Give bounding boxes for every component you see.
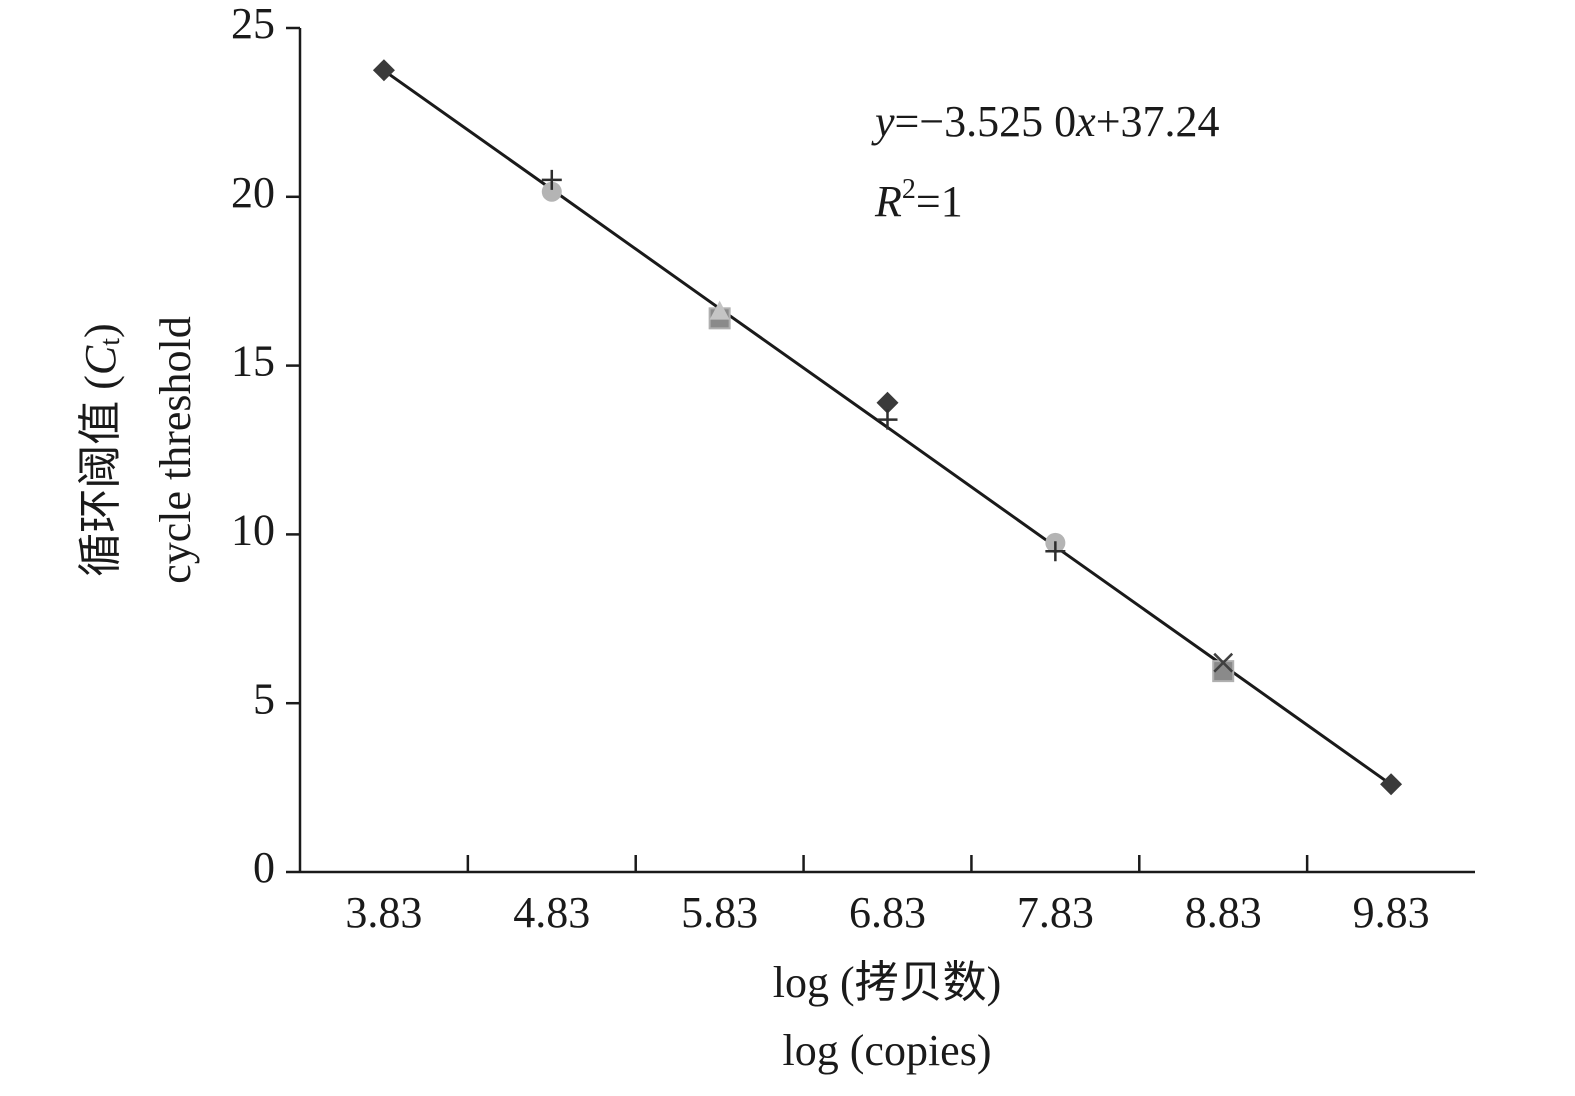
- point: [1213, 652, 1234, 673]
- trend-equation: y=−3.525 0x+37.24: [871, 97, 1220, 146]
- y-title-part: C: [76, 345, 125, 375]
- x-axis-title: log (copies): [783, 1026, 992, 1075]
- y-axis-title-en: cycle threshold: [151, 316, 200, 584]
- y-axis-title-zh: 循环阈值 (Ct): [76, 323, 126, 576]
- r2-part: R: [874, 177, 902, 226]
- point: [372, 59, 395, 82]
- y-tick-label: 25: [231, 0, 275, 48]
- x-tick-label: 7.83: [1017, 888, 1094, 937]
- y-tick-label: 10: [231, 505, 275, 554]
- r-squared: R2=1: [874, 174, 963, 226]
- r2-part: =1: [916, 177, 963, 226]
- r2-part: 2: [902, 174, 916, 205]
- point: [541, 169, 562, 190]
- y-title-part: ): [76, 323, 125, 338]
- point: [876, 391, 899, 414]
- eq-part: =−3.525 0: [895, 97, 1077, 146]
- x-tick-label: 3.83: [345, 888, 422, 937]
- y-tick-label: 0: [253, 843, 275, 892]
- y-tick-label: 15: [231, 337, 275, 386]
- x-tick-label: 6.83: [849, 888, 926, 937]
- x-axis-title: log (拷贝数): [773, 958, 1002, 1007]
- point: [709, 300, 730, 320]
- x-tick-label: 5.83: [681, 888, 758, 937]
- eq-part: +37.24: [1096, 97, 1220, 146]
- y-axis-title: 循环阈值 (Ct) cycle threshold: [76, 316, 200, 584]
- eq-part: x: [1075, 97, 1096, 146]
- y-tick-label: 20: [231, 168, 275, 217]
- y-tick-label: 5: [253, 674, 275, 723]
- x-tick-label: 4.83: [513, 888, 590, 937]
- y-title-part: t: [95, 338, 126, 346]
- y-title-part: 循环阈值 (: [76, 375, 125, 577]
- x-tick-label: 8.83: [1185, 888, 1262, 937]
- point: [877, 409, 898, 430]
- point: [1380, 773, 1403, 796]
- eq-part: y: [871, 97, 895, 146]
- point: [1045, 541, 1066, 562]
- x-tick-label: 9.83: [1353, 888, 1430, 937]
- point: [541, 181, 562, 202]
